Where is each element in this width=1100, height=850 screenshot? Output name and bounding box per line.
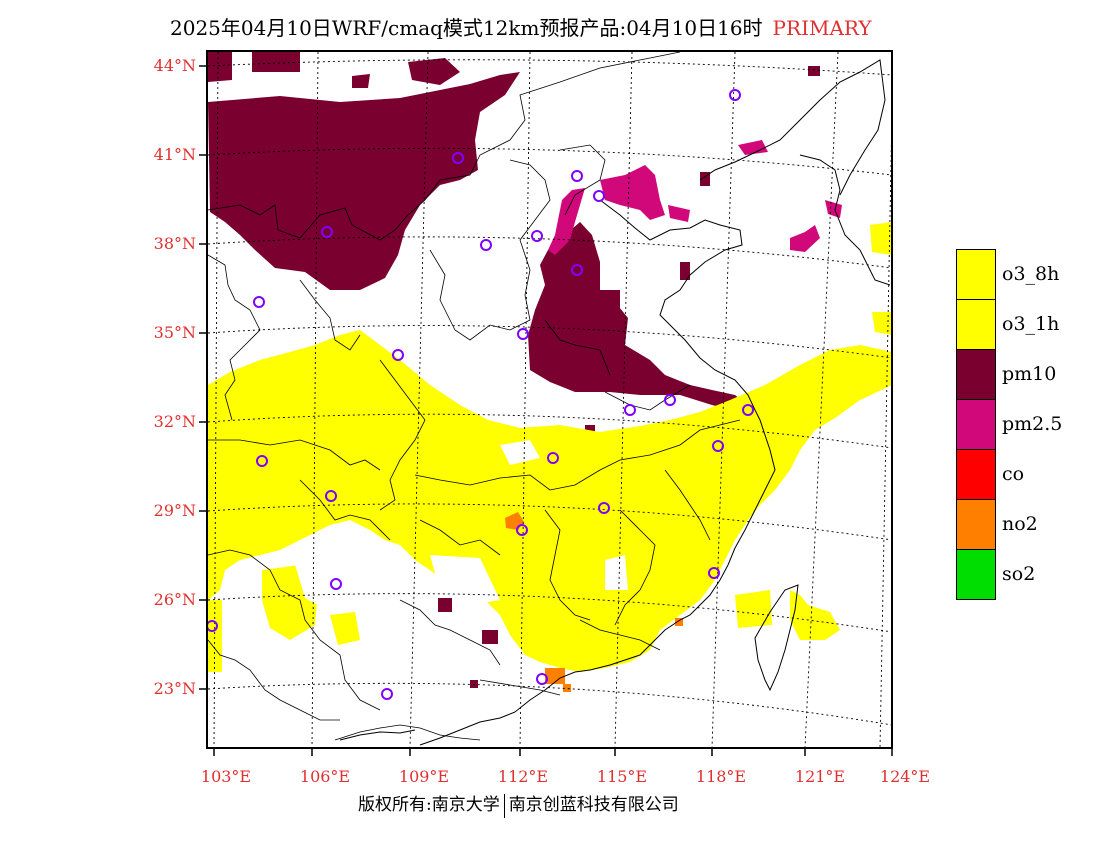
lon-ticks (213, 748, 893, 756)
lat-label: 35°N (153, 323, 196, 342)
legend-label: no2 (1002, 513, 1038, 535)
legend-swatch (956, 449, 996, 500)
copyright-footer: 版权所有:南京大学 南京创蓝科技有限公司 (358, 790, 679, 818)
lat-label: 38°N (153, 234, 196, 253)
o3-region (208, 222, 892, 672)
legend-swatch (956, 249, 996, 300)
lon-label: 115°E (596, 767, 648, 786)
copyright-left: 版权所有:南京大学 (358, 795, 500, 815)
footer-divider (503, 793, 505, 818)
lon-label: 112°E (497, 767, 549, 786)
lon-label: 118°E (695, 767, 747, 786)
station-markers (206, 89, 754, 700)
map-title: 2025年04月10日WRF/cmaq模式12km预报产品:04月10日16时 P… (170, 12, 872, 41)
pm10-region-central (528, 222, 748, 412)
coastline (339, 59, 891, 746)
lon-label: 106°E (299, 767, 351, 786)
lat-label: 41°N (153, 145, 196, 164)
pm10-region-north (208, 52, 520, 290)
legend-label: pm10 (1002, 363, 1057, 385)
title-primary-tag: PRIMARY (772, 16, 872, 40)
legend-label: co (1002, 463, 1025, 485)
lon-label: 103°E (200, 767, 252, 786)
legend-label: o3_8h (1002, 263, 1060, 285)
legend-label: so2 (1002, 563, 1036, 585)
province-boundaries (207, 51, 741, 741)
legend-swatch (956, 549, 996, 600)
legend-swatch (956, 499, 996, 550)
copyright-right: 南京创蓝科技有限公司 (508, 795, 679, 815)
lon-label: 121°E (794, 767, 846, 786)
legend-swatch (956, 299, 996, 350)
legend-label: o3_1h (1002, 313, 1060, 335)
lon-label: 109°E (398, 767, 450, 786)
title-main: 2025年04月10日WRF/cmaq模式12km预报产品:04月10日16时 (170, 16, 763, 40)
lat-label: 29°N (153, 501, 196, 520)
lat-label: 26°N (153, 590, 196, 609)
legend-swatch (956, 349, 996, 400)
lon-label: 124°E (879, 767, 931, 786)
o3-gaps (290, 440, 628, 612)
lat-label: 32°N (153, 412, 196, 431)
lat-label: 44°N (153, 56, 196, 75)
pm25-regions (548, 140, 842, 255)
legend-swatch (956, 399, 996, 450)
map-frame (206, 50, 893, 749)
lat-label: 23°N (153, 679, 196, 698)
lat-ticks (199, 65, 207, 690)
legend-label: pm2.5 (1002, 413, 1063, 435)
